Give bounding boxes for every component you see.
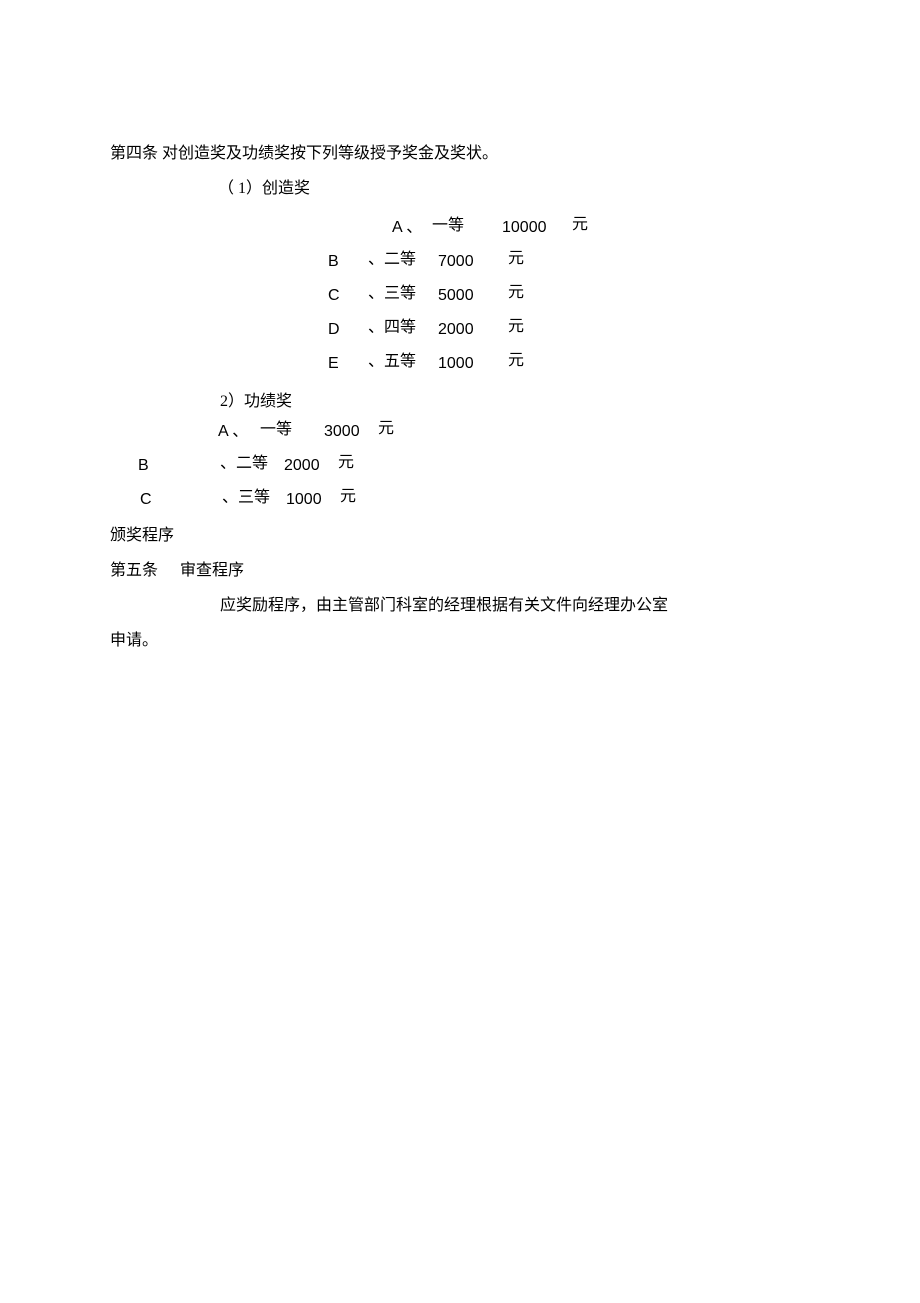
grade-unit: 元: [340, 483, 370, 512]
creation-row-a: A 、 一等 10000 元: [328, 214, 810, 248]
grade-unit: 元: [572, 211, 602, 240]
grade-letter: C: [140, 486, 222, 515]
creation-award-table: A 、 一等 10000 元 B 、二等 7000 元 C 、三等 5000 元…: [328, 214, 810, 384]
grade-label: 、三等: [368, 280, 438, 309]
merit-row-b: B 、二等 2000 元: [138, 452, 810, 486]
creation-row-d: D 、四等 2000 元: [328, 316, 810, 350]
grade-letter: D: [328, 316, 368, 345]
grade-unit: 元: [508, 347, 538, 376]
grade-label: 一等: [260, 416, 324, 445]
grade-amount: 5000: [438, 282, 508, 311]
merit-row-c: C 、三等 1000 元: [138, 486, 810, 520]
article-5-title: 审查程序: [180, 562, 244, 579]
creation-row-e: E 、五等 1000 元: [328, 350, 810, 384]
grade-label: 、五等: [368, 348, 438, 377]
grade-amount: 10000: [502, 214, 572, 243]
grade-amount: 1000: [438, 350, 508, 379]
grade-letter: C: [328, 282, 368, 311]
grade-unit: 元: [338, 449, 368, 478]
grade-letter: B: [328, 248, 368, 277]
grade-letter: A 、: [218, 418, 260, 447]
grade-amount: 2000: [438, 316, 508, 345]
article-4-heading: 第四条 对创造奖及功绩奖按下列等级授予奖金及奖状。: [110, 140, 810, 169]
grade-letter: E: [328, 350, 368, 379]
grade-letter: A 、: [392, 214, 432, 243]
article-5-para-line2: 申请。: [110, 627, 810, 656]
article-5-label: 第五条: [110, 562, 158, 579]
grade-unit: 元: [508, 245, 538, 274]
merit-award-label: 2）功绩奖: [220, 388, 810, 417]
grade-label: 、三等: [222, 484, 286, 513]
grade-unit: 元: [508, 313, 538, 342]
creation-row-b: B 、二等 7000 元: [328, 248, 810, 282]
grade-unit: 元: [508, 279, 538, 308]
grade-label: 、四等: [368, 314, 438, 343]
grade-amount: 2000: [284, 452, 338, 481]
ceremony-heading: 颁奖程序: [110, 522, 810, 551]
grade-unit: 元: [378, 415, 408, 444]
grade-amount: 1000: [286, 486, 340, 515]
grade-letter: B: [138, 452, 220, 481]
merit-award-table: A 、 一等 3000 元 B 、二等 2000 元 C 、三等 1000 元: [178, 418, 810, 520]
grade-label: 、二等: [368, 246, 438, 275]
grade-label: 、二等: [220, 450, 284, 479]
article-5-heading: 第五条 审查程序: [110, 557, 810, 586]
article-5-para-line1: 应奖励程序，由主管部门科室的经理根据有关文件向经理办公室: [110, 592, 810, 621]
grade-amount: 3000: [324, 418, 378, 447]
merit-row-a: A 、 一等 3000 元: [178, 418, 810, 452]
creation-row-c: C 、三等 5000 元: [328, 282, 810, 316]
grade-amount: 7000: [438, 248, 508, 277]
creation-award-label: （ 1）创造奖: [218, 175, 810, 204]
grade-label: 一等: [432, 212, 502, 241]
